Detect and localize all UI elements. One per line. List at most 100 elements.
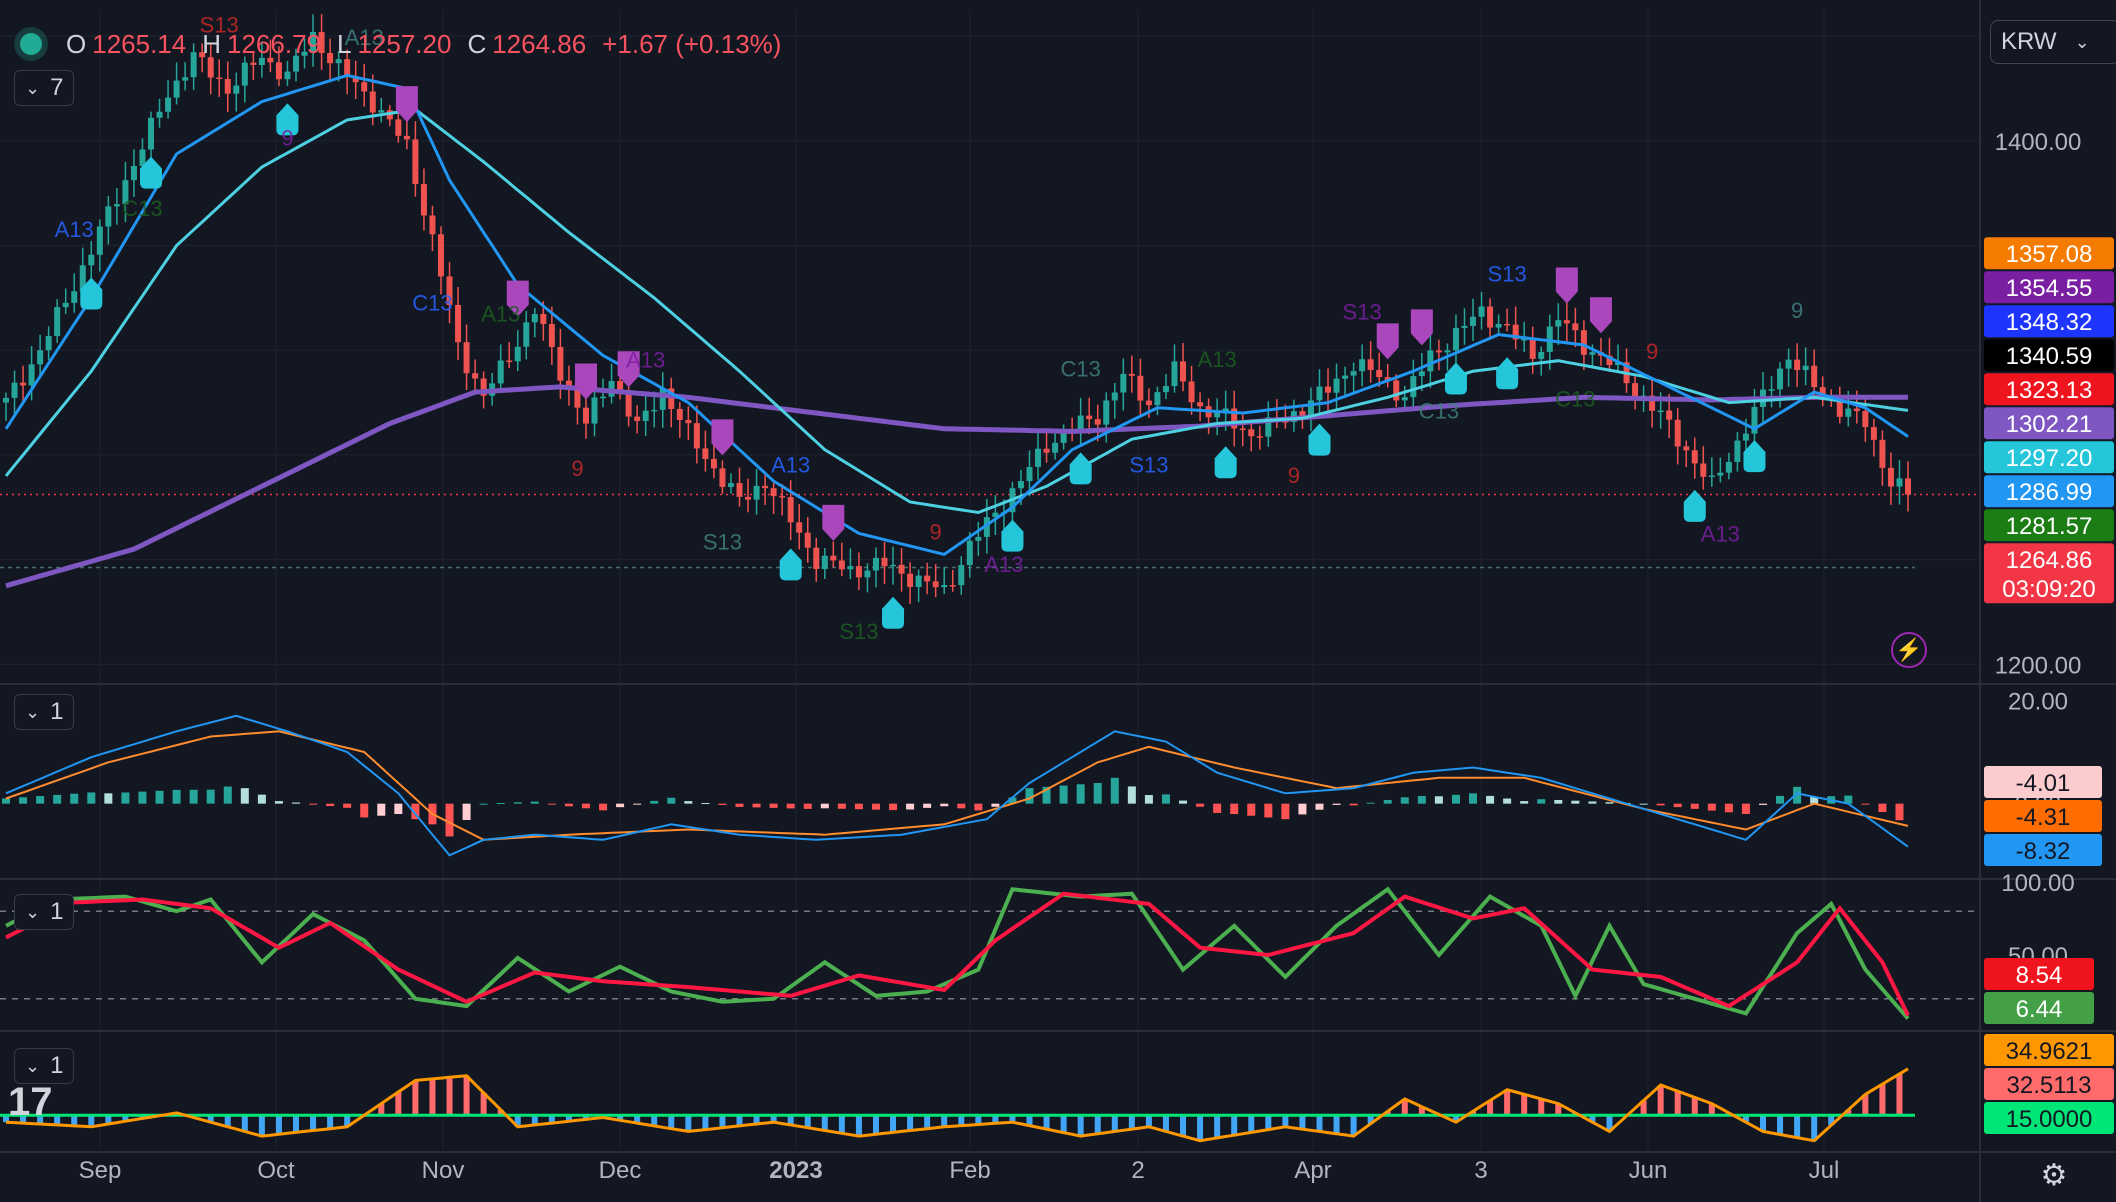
sell-signal-flag-icon [617, 351, 640, 388]
candle-body [1410, 376, 1417, 398]
macd-histogram-bar [445, 803, 454, 837]
candle-body [753, 485, 760, 500]
close-label: C [467, 28, 487, 59]
stoch-pane-toggle-button[interactable]: ⌄ 1 [14, 894, 75, 930]
stoch-tick-label: 100.00 [2001, 870, 2074, 897]
stoch-value-tag [1984, 992, 2094, 1024]
macd-histogram-bar [1400, 797, 1409, 804]
macd-histogram-bar [1025, 788, 1034, 804]
candle-body [258, 57, 265, 65]
time-axis-label: Nov [422, 1157, 465, 1184]
candle-body [455, 304, 462, 343]
indicators-toggle-button[interactable]: ⌄ 7 [14, 70, 75, 106]
price-marker-tag [1984, 509, 2114, 542]
candle-body [1777, 368, 1784, 390]
price-tick-label: 1200.00 [1995, 652, 2082, 679]
adx-value-tag [1984, 1102, 2114, 1134]
candle-body [565, 380, 572, 388]
candle-body [310, 32, 317, 52]
adx-histogram-bar [1128, 1115, 1135, 1130]
adx-histogram-bar [1401, 1098, 1408, 1116]
macd-pane-toggle-button[interactable]: ⌄ 1 [14, 694, 75, 730]
candle-body [1606, 355, 1613, 365]
macd-histogram-bar [1298, 803, 1307, 815]
candle-body [719, 468, 726, 487]
price-marker-tag [1984, 237, 2114, 270]
candle-body [1017, 481, 1024, 489]
adx-histogram-bar [1657, 1085, 1664, 1116]
macd-histogram-bar [19, 797, 28, 804]
adx-histogram-bar [1452, 1115, 1459, 1123]
candle-body [1077, 415, 1084, 432]
adx-histogram-bar [685, 1115, 692, 1132]
adx-histogram-bar [838, 1115, 845, 1134]
sell-signal-flag-icon [1555, 267, 1578, 304]
buy-signal-arrow-icon [1496, 357, 1519, 390]
gear-icon[interactable]: ⚙ [2040, 1159, 2068, 1192]
macd-histogram-bar [1230, 803, 1239, 814]
macd-histogram-bar [1161, 794, 1170, 804]
candle-body [71, 291, 78, 303]
adx-histogram-bar [1214, 1115, 1221, 1138]
candle-body [369, 91, 376, 113]
candle-body [327, 53, 334, 64]
signal-label: 9 [1646, 339, 1658, 364]
candle-body [736, 483, 743, 497]
candle-body [1811, 365, 1818, 388]
adx-histogram-bar [327, 1115, 334, 1129]
price-marker-label: 1357.08 [2006, 241, 2093, 268]
chevron-down-icon: ⌄ [25, 701, 41, 722]
candle-body [412, 139, 419, 185]
tradingview-logo-icon[interactable]: 17 [8, 1080, 53, 1124]
candle-body [165, 97, 172, 112]
candle-body [1435, 350, 1442, 353]
signal-label: S13 [703, 529, 742, 554]
candle-body [437, 234, 444, 277]
adx-histogram-bar [1777, 1115, 1784, 1135]
candle-body [1905, 478, 1911, 495]
price-marker-tag [1984, 475, 2114, 508]
candle-body [1103, 400, 1110, 425]
candle-body [139, 149, 146, 167]
status-dot-icon[interactable] [20, 33, 42, 55]
chevron-down-icon: ⌄ [25, 1055, 41, 1076]
adx-histogram-bar [1708, 1103, 1715, 1116]
price-marker-label: 1323.13 [2006, 377, 2093, 404]
price-marker-label: 1264.86 [2006, 547, 2093, 574]
macd-histogram-bar [1059, 785, 1068, 804]
macd-histogram-bar [70, 793, 79, 804]
adx-histogram-bar [1742, 1115, 1749, 1123]
buy-signal-arrow-icon [1444, 362, 1467, 395]
candle-body [199, 52, 206, 58]
macd-histogram-bar [718, 803, 727, 805]
price-marker-label: 1281.57 [2006, 513, 2093, 540]
price-marker-tag [1984, 339, 2114, 372]
macd-histogram-bar [1554, 799, 1563, 804]
price-marker-label: 1286.99 [2006, 479, 2093, 506]
candle-body [881, 557, 888, 567]
macd-histogram-bar [172, 789, 181, 804]
currency-select[interactable]: KRW ⌄ [1990, 20, 2116, 64]
candle-body [480, 378, 487, 396]
adx-pane-toggle-button[interactable]: ⌄ 1 [14, 1048, 75, 1084]
candle-body [651, 409, 658, 412]
adx-histogram-bar [975, 1115, 982, 1125]
adx-histogram-bar [617, 1115, 624, 1121]
macd-histogram-bar [650, 800, 659, 804]
signal-label: 9 [571, 456, 583, 481]
candle-body [1845, 408, 1852, 417]
candle-body [1615, 362, 1622, 365]
candle-body [113, 204, 120, 207]
lightning-icon[interactable]: ⚡ [1891, 632, 1927, 668]
adx-histogram-bar [3, 1115, 9, 1123]
signal-label: S13 [1129, 453, 1168, 478]
adx-histogram-bar [1538, 1098, 1545, 1116]
macd-histogram-bar [957, 803, 966, 809]
ema-fast-line [4, 73, 1909, 557]
adx-histogram-bar [702, 1115, 709, 1130]
signal-label: S13 [1343, 300, 1382, 325]
candle-body [147, 117, 154, 150]
candle-body [762, 485, 769, 489]
macd-histogram-bar [1127, 786, 1136, 804]
